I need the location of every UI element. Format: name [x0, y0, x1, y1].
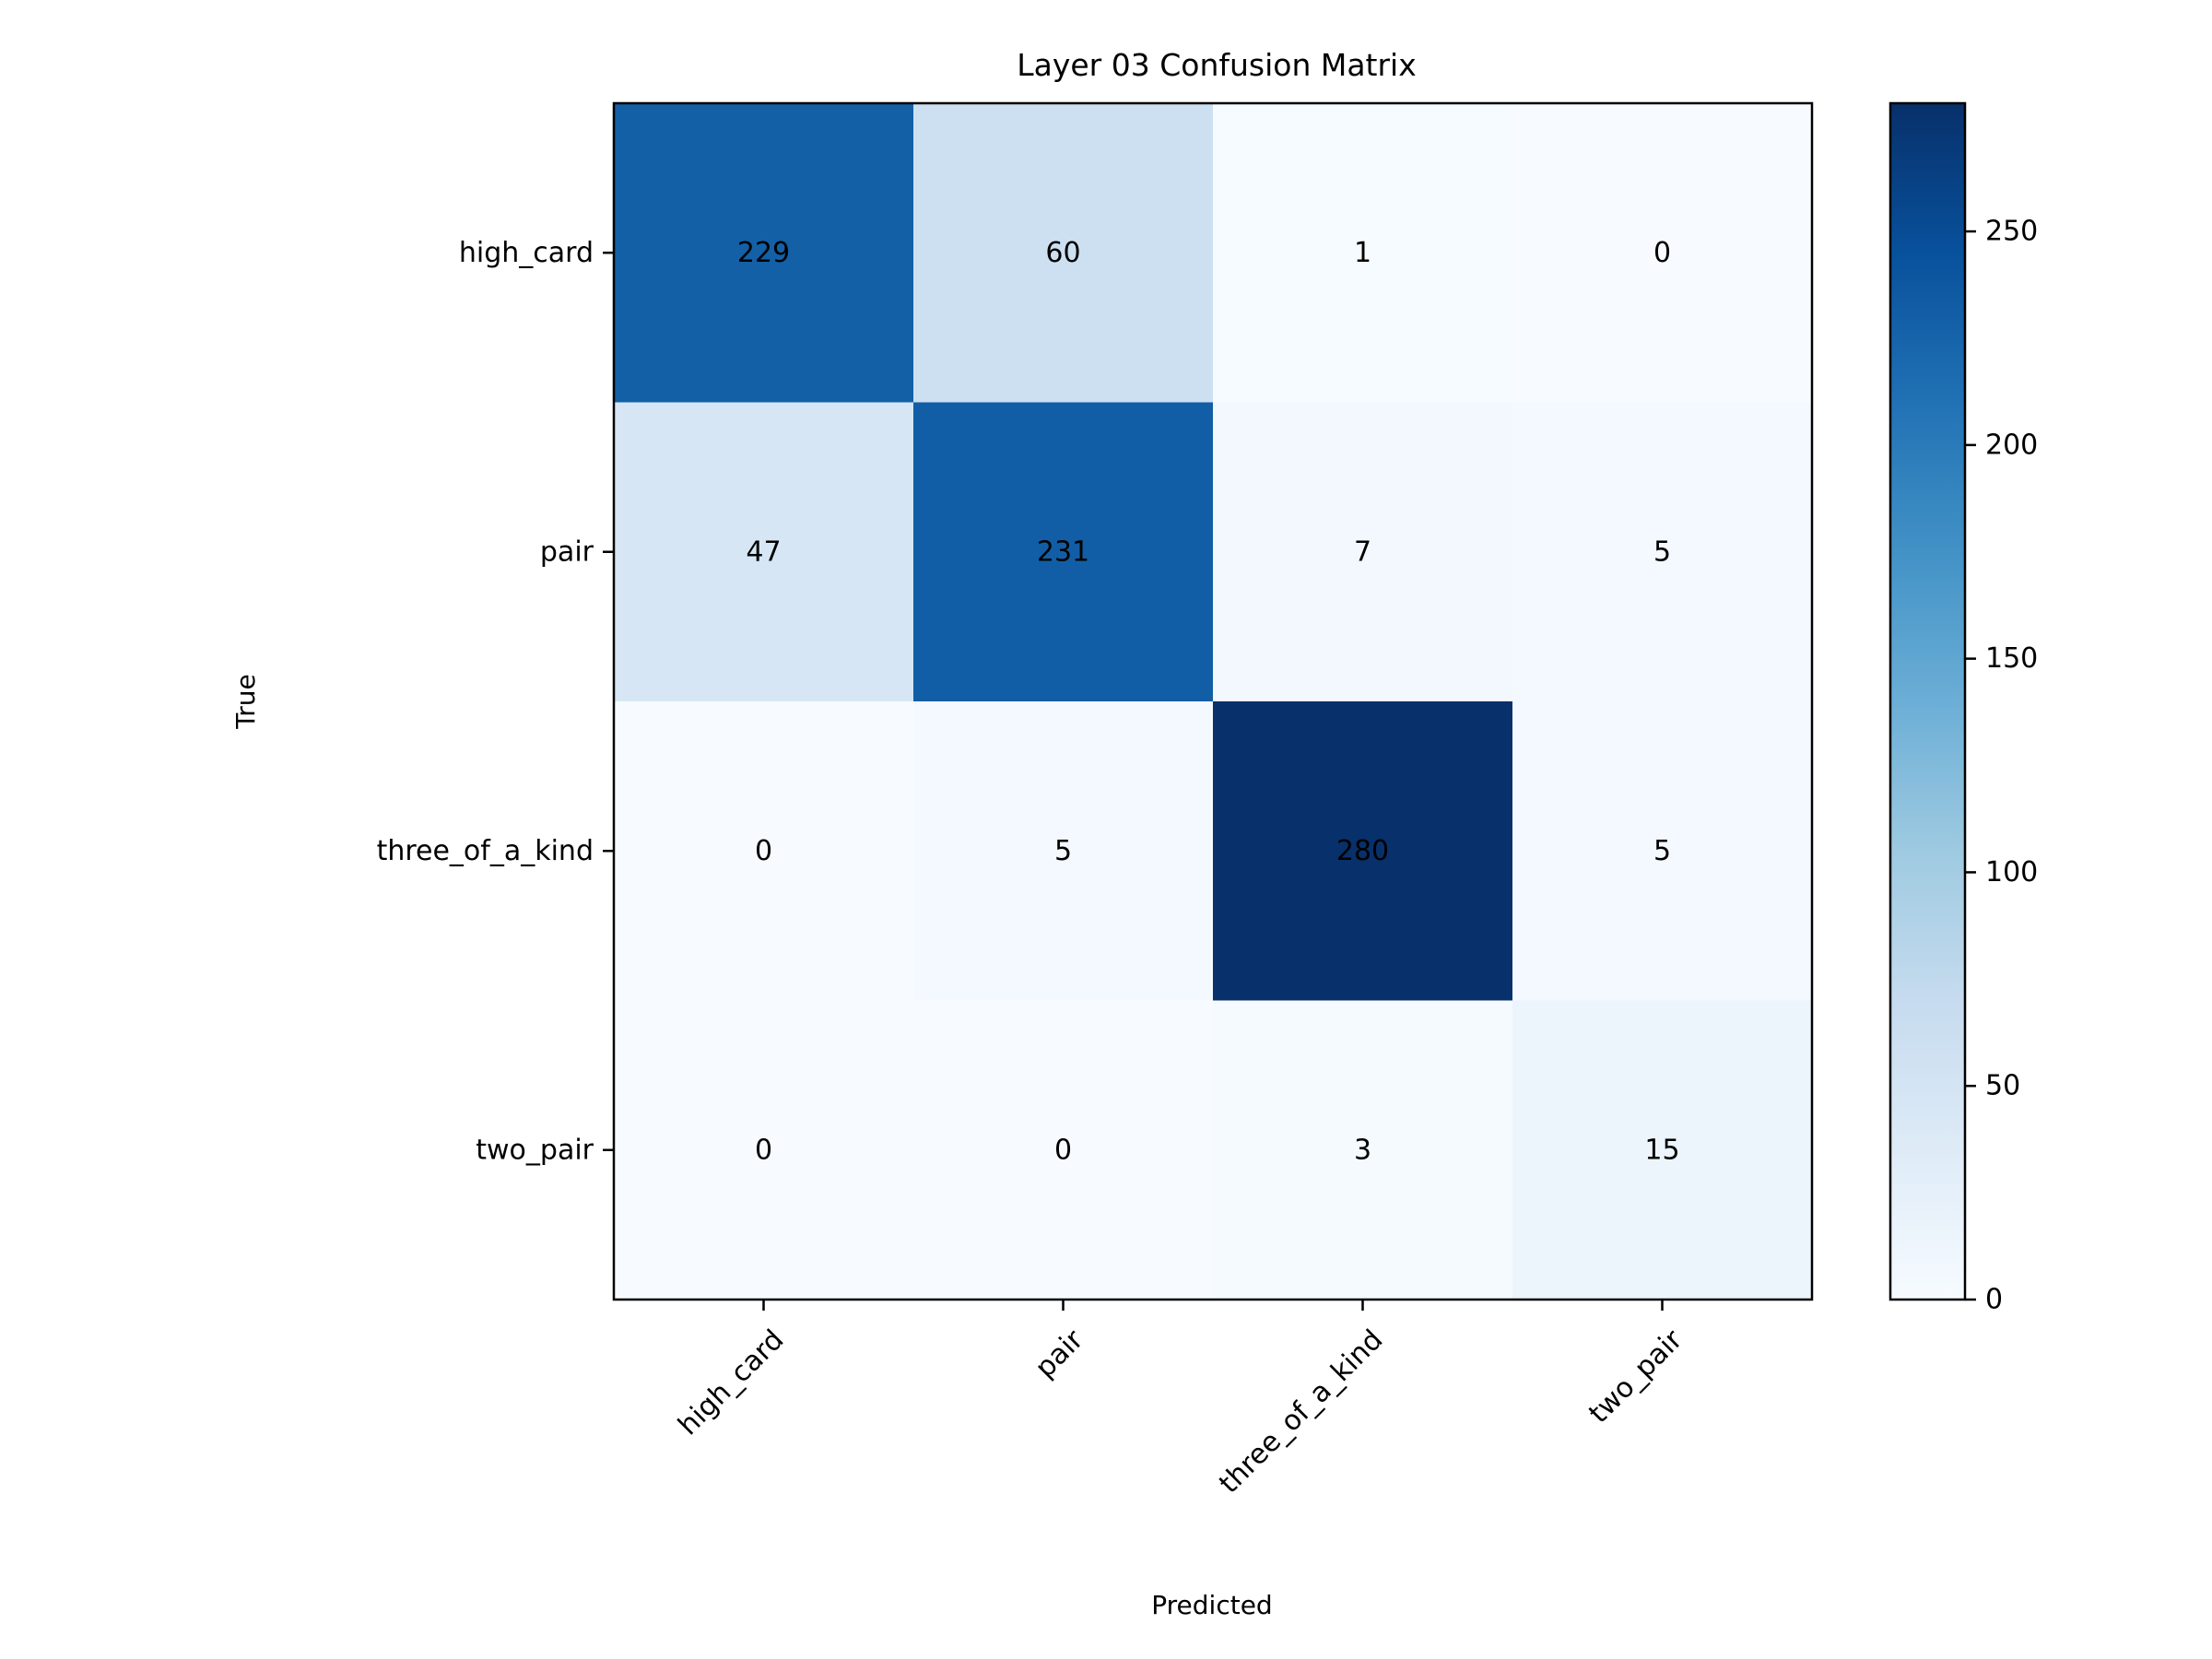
heatmap-cell [1213, 103, 1513, 404]
heatmap-cell [1512, 1000, 1813, 1300]
colorbar: 0 50 100 150 200 250 [1888, 101, 2038, 1316]
heatmap-cell-value: 1 [1354, 237, 1371, 269]
heatmap-cell-labels: 229 60 1 0 47 231 7 5 0 5 280 5 0 0 3 15 [737, 237, 1680, 1167]
heatmap-cell [913, 701, 1214, 1002]
heatmap-cell-value: 231 [1037, 535, 1089, 568]
heatmap-cell-value: 0 [1653, 237, 1671, 269]
heatmap-cell-value: 5 [1054, 835, 1072, 867]
x-tick-label: high_card [672, 1324, 790, 1441]
heatmap-cell [1512, 103, 1813, 404]
heatmap-cell-value: 60 [1045, 237, 1080, 269]
y-axis-label: True [230, 674, 261, 729]
heatmap-cell-value: 229 [737, 237, 790, 269]
y-tick-label: three_of_a_kind [377, 835, 594, 867]
x-axis-ticks: high_card pair three_of_a_kind two_pair [672, 1300, 1689, 1500]
colorbar-tick-label: 0 [1985, 1284, 2003, 1316]
x-tick-label: two_pair [1583, 1324, 1689, 1430]
heatmap-cell [614, 402, 914, 702]
x-tick-label: pair [1030, 1324, 1090, 1384]
heatmap-cell-value: 0 [1054, 1134, 1072, 1166]
colorbar-tick-label: 50 [1985, 1070, 2020, 1102]
x-axis-label: Predicted [1151, 1590, 1272, 1620]
heatmap-cell-value: 5 [1653, 835, 1671, 867]
heatmap-cell [1213, 1000, 1513, 1300]
heatmap-cell-value: 15 [1644, 1134, 1679, 1166]
colorbar-tick-label: 200 [1985, 429, 2038, 461]
heatmap-cell [1512, 701, 1813, 1002]
colorbar-tick-label: 150 [1985, 642, 2038, 675]
heatmap-cell [614, 701, 914, 1002]
heatmap-cell [913, 1000, 1214, 1300]
heatmap-cell [614, 103, 914, 404]
heatmap-cell-value: 0 [755, 1134, 772, 1166]
heatmap-cell-value: 47 [746, 535, 781, 568]
colorbar-ticks: 0 50 100 150 200 250 [1965, 216, 2038, 1316]
heatmap-cell [913, 103, 1214, 404]
colorbar-tick-label: 100 [1985, 856, 2038, 888]
heatmap-cell-value: 5 [1653, 535, 1671, 568]
chart-title: Layer 03 Confusion Matrix [1017, 47, 1417, 83]
plot-frame [612, 101, 1814, 1301]
heatmap-cell-value: 0 [755, 835, 772, 867]
heatmap-cell-value: 280 [1336, 835, 1389, 867]
heatmap-cell [614, 1000, 914, 1300]
heatmap-cell-value: 7 [1354, 535, 1371, 568]
heatmap-cell [1512, 402, 1813, 702]
heatmap-cell-value: 3 [1354, 1134, 1371, 1166]
colorbar-tick-label: 250 [1985, 216, 2038, 248]
heatmap-cell [1213, 701, 1513, 1002]
y-tick-label: pair [540, 535, 594, 568]
heatmap-cell [1213, 402, 1513, 702]
y-tick-label: two_pair [476, 1134, 594, 1166]
x-tick-label: three_of_a_kind [1213, 1324, 1389, 1500]
colorbar-gradient [1888, 101, 1967, 1301]
y-tick-label: high_card [459, 237, 594, 269]
heatmap-cell [913, 402, 1214, 702]
heatmap-cells [614, 103, 1813, 1300]
